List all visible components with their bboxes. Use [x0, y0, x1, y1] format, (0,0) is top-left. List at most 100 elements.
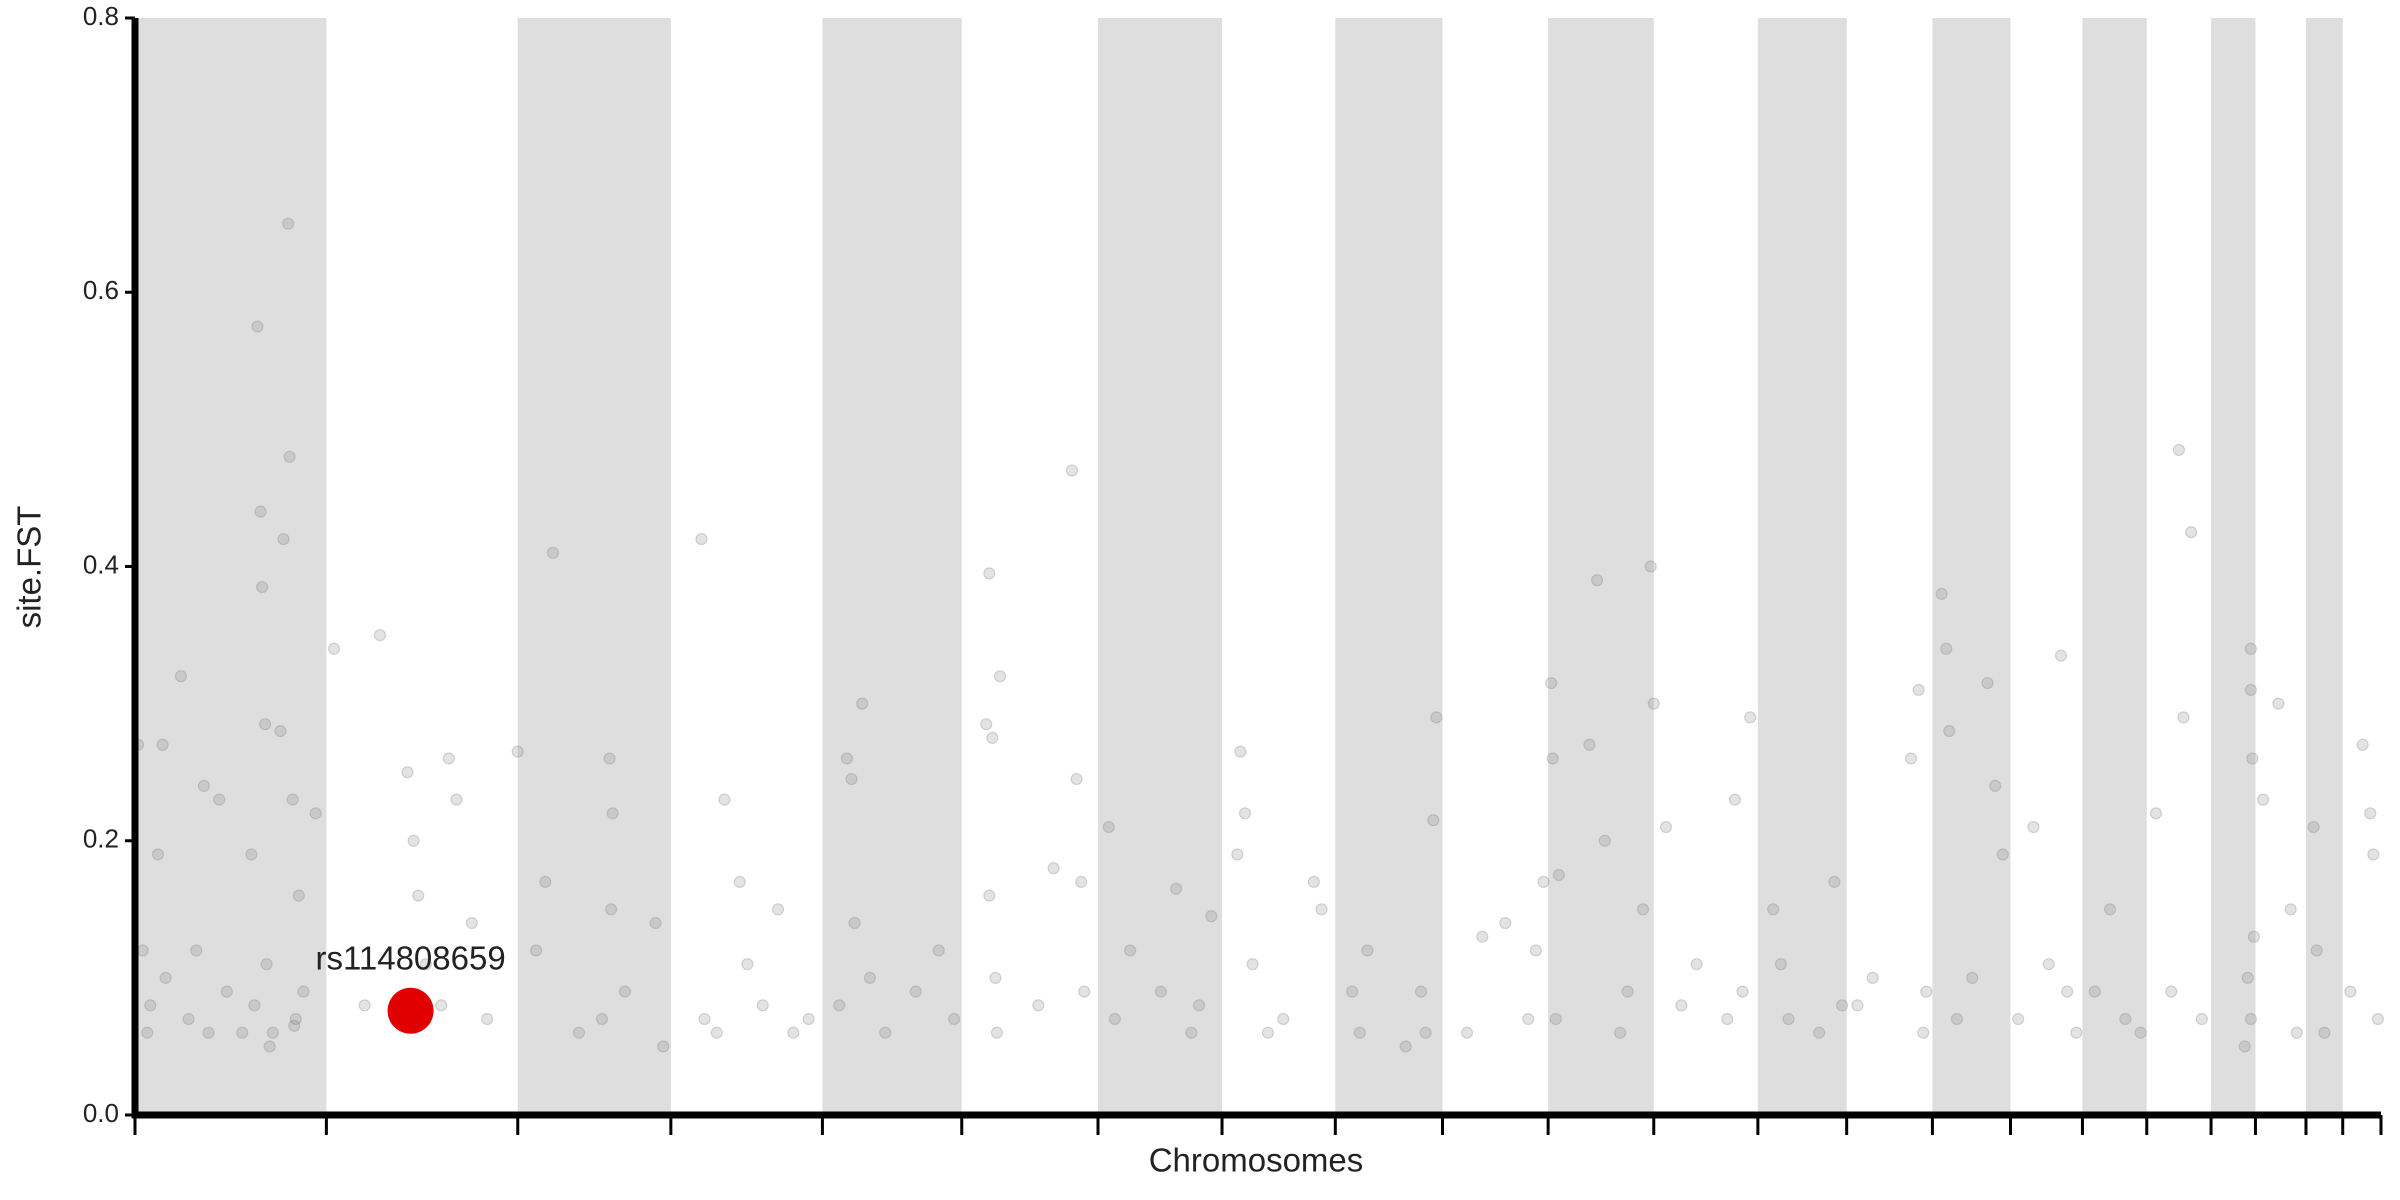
data-point [2119, 1012, 2132, 1026]
y-tick-label: 0.0 [83, 1098, 119, 1128]
data-point [2246, 752, 2259, 765]
data-point [2356, 738, 2369, 751]
data-point [141, 1026, 154, 1039]
data-point [1767, 903, 1780, 916]
data-point [840, 752, 854, 765]
data-point [733, 875, 746, 888]
data-point [245, 848, 258, 861]
data-point [983, 567, 996, 580]
data-point [2088, 985, 2101, 998]
data-point [1205, 910, 1218, 923]
y-tick-label: 0.4 [83, 549, 119, 579]
chromosome-band [2082, 18, 2147, 1115]
data-point [2054, 649, 2068, 662]
data-point [1613, 1026, 1627, 1039]
data-point [657, 1040, 670, 1053]
data-point [1430, 711, 1443, 724]
chromosome-band [2211, 18, 2256, 1115]
data-point [266, 1026, 279, 1039]
data-point [1981, 676, 1994, 690]
data-point [2284, 903, 2297, 916]
data-point [1549, 1012, 1562, 1026]
data-point [909, 985, 922, 998]
data-point [136, 944, 149, 957]
data-point [1621, 985, 1634, 998]
chromosome-band [822, 18, 962, 1115]
data-point [1427, 814, 1440, 827]
data-point [1996, 848, 2009, 861]
data-point [1169, 882, 1183, 895]
data-point [1659, 820, 1673, 834]
data-point [2318, 1026, 2331, 1039]
data-point [2244, 642, 2257, 655]
data-point [1124, 944, 1137, 957]
data-point [2310, 944, 2323, 957]
data-point [1075, 875, 1088, 888]
data-point [1353, 1026, 1366, 1039]
data-point [595, 1012, 609, 1026]
data-point [741, 958, 754, 971]
data-point [1460, 1026, 1474, 1039]
data-point [1989, 779, 2002, 793]
data-point [2238, 1040, 2251, 1053]
data-point [2307, 820, 2320, 834]
data-point [2070, 1026, 2083, 1039]
data-point [1419, 1026, 1432, 1039]
data-point [2177, 711, 2190, 724]
data-point [159, 971, 172, 984]
chromosome-band [1757, 18, 1847, 1115]
data-point [2134, 1026, 2147, 1039]
data-point [856, 697, 869, 710]
data-point [182, 1012, 195, 1026]
data-point [288, 1019, 301, 1032]
data-point [710, 1026, 723, 1039]
data-point [695, 532, 708, 546]
data-point [1583, 738, 1596, 751]
chromosome-band [1932, 18, 2011, 1115]
data-point [283, 450, 296, 463]
chromosome-band [2305, 18, 2343, 1115]
data-point [2185, 526, 2198, 539]
data-point [989, 971, 1002, 984]
data-point [993, 670, 1007, 683]
data-point [1966, 971, 1979, 984]
data-point [1537, 875, 1550, 888]
data-point [1782, 1012, 1795, 1026]
data-point [1234, 745, 1247, 758]
data-point [1361, 944, 1374, 957]
data-point [151, 848, 165, 861]
data-point [606, 807, 619, 820]
data-point [2195, 1012, 2208, 1026]
data-point [419, 958, 432, 971]
chromosome-band [1548, 18, 1654, 1115]
data-point [947, 1012, 961, 1026]
data-point [1728, 793, 1742, 806]
data-point [220, 985, 233, 998]
data-point [1078, 985, 1091, 998]
data-point [2244, 683, 2257, 697]
data-point [442, 752, 455, 765]
data-point [2367, 848, 2380, 861]
chromosome-band [517, 18, 671, 1115]
chromosome-band [1098, 18, 1223, 1115]
data-point [1277, 1012, 1290, 1026]
data-point [1552, 868, 1565, 882]
data-point [1721, 1012, 1734, 1026]
data-point [1943, 724, 1956, 738]
data-point [1522, 1012, 1535, 1026]
data-point [1828, 875, 1841, 888]
data-point [1108, 1012, 1121, 1026]
data-point [286, 793, 299, 806]
data-point [263, 1040, 276, 1053]
data-point [1675, 999, 1688, 1012]
data-point [2241, 971, 2254, 984]
data-point [260, 958, 273, 971]
data-point [718, 793, 731, 806]
data-point [2244, 1012, 2257, 1026]
data-point [1598, 834, 1611, 847]
data-point [2257, 793, 2270, 806]
data-point [2247, 930, 2261, 943]
y-tick-label: 0.6 [83, 275, 119, 305]
data-point [254, 505, 267, 518]
